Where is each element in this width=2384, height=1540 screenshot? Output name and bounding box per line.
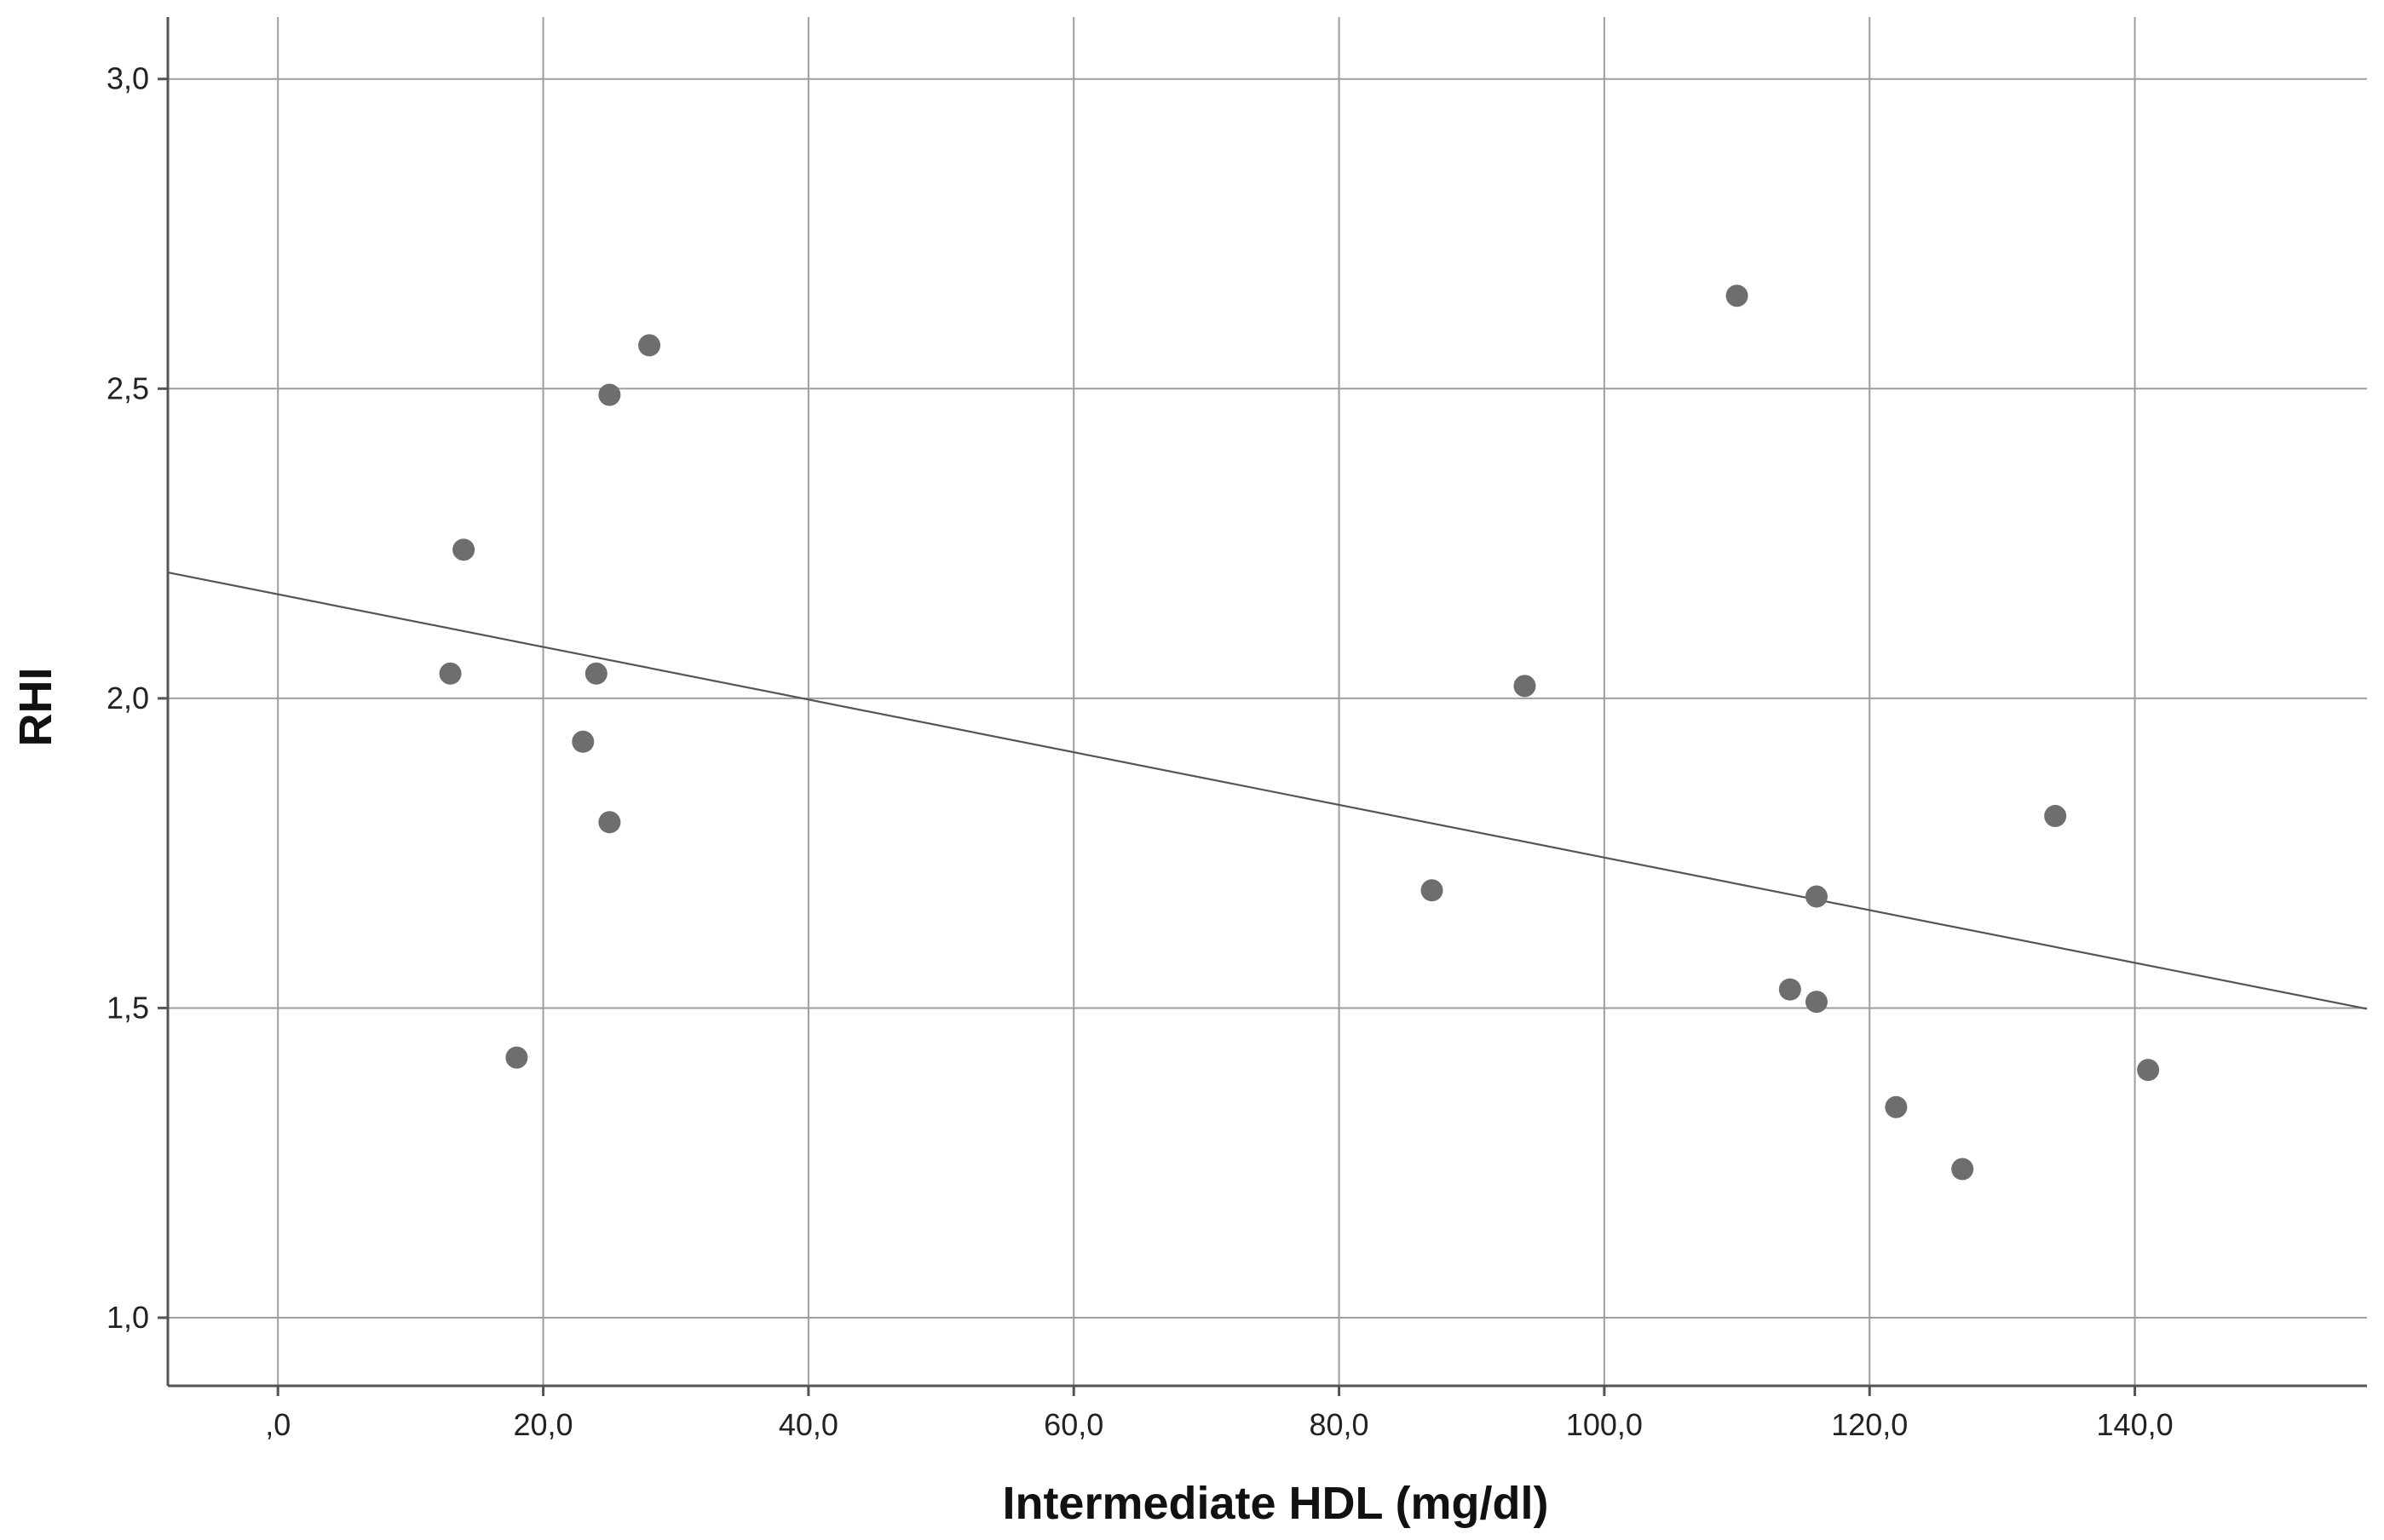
data-point bbox=[598, 383, 621, 406]
data-point bbox=[1951, 1158, 1974, 1181]
data-point bbox=[572, 730, 595, 753]
x-tick-label: 100,0 bbox=[1566, 1407, 1643, 1442]
data-point bbox=[1778, 978, 1801, 1001]
data-point bbox=[598, 811, 621, 834]
data-point bbox=[505, 1046, 528, 1069]
data-point bbox=[2044, 805, 2067, 828]
data-point bbox=[1725, 284, 1748, 307]
x-axis-title: Intermediate HDL (mg/dl) bbox=[1002, 1478, 1548, 1529]
x-tick-labels: ,0 20,0 40,0 60,0 80,0 100,0 120,0 140,0 bbox=[265, 1407, 2173, 1442]
x-tick-label: 60,0 bbox=[1044, 1407, 1103, 1442]
data-points bbox=[439, 284, 2160, 1181]
data-point bbox=[2137, 1059, 2160, 1082]
regression-line-group bbox=[167, 571, 2368, 1010]
grid bbox=[168, 17, 2367, 1386]
x-tick-label: 120,0 bbox=[1831, 1407, 1908, 1442]
data-point bbox=[439, 662, 462, 685]
y-tick-labels: 1,0 1,5 2,0 2,5 3,0 bbox=[107, 61, 149, 1335]
y-tick-label: 2,0 bbox=[107, 681, 149, 715]
axes bbox=[158, 17, 2367, 1396]
x-tick-label: ,0 bbox=[265, 1407, 291, 1442]
data-point bbox=[584, 662, 608, 685]
y-tick-label: 3,0 bbox=[107, 61, 149, 96]
x-tick-label: 140,0 bbox=[2097, 1407, 2174, 1442]
y-tick-label: 1,0 bbox=[107, 1300, 149, 1335]
regression-line bbox=[167, 571, 2368, 1010]
x-tick-label: 40,0 bbox=[779, 1407, 838, 1442]
data-point bbox=[1420, 879, 1443, 902]
y-axis-title: RHI bbox=[10, 668, 61, 747]
y-tick-label: 1,5 bbox=[107, 990, 149, 1025]
x-tick-label: 20,0 bbox=[514, 1407, 573, 1442]
data-point bbox=[1513, 675, 1536, 698]
data-point bbox=[638, 334, 661, 357]
data-point bbox=[452, 538, 475, 561]
data-point bbox=[1885, 1095, 1908, 1118]
y-tick-label: 2,5 bbox=[107, 371, 149, 405]
data-point bbox=[1805, 885, 1828, 908]
x-tick-label: 80,0 bbox=[1310, 1407, 1369, 1442]
data-point bbox=[1805, 991, 1828, 1014]
